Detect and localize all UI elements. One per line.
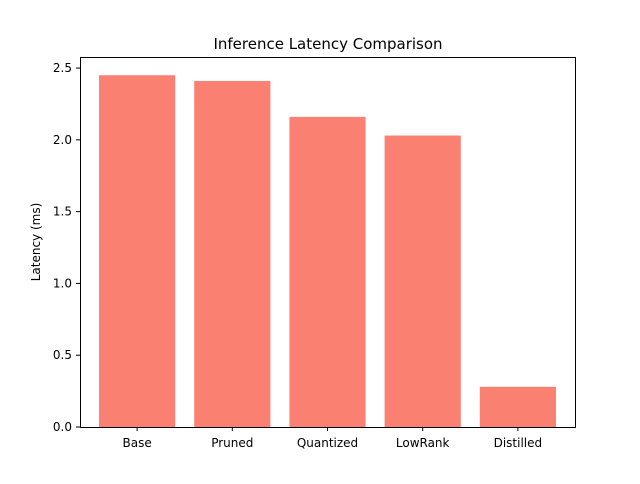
bar-pruned — [194, 80, 271, 427]
bar-distilled — [479, 386, 556, 427]
y-axis: 0.0 0.5 1.0 1.5 2.0 2.5 — [53, 61, 80, 434]
y-axis-label: Latency (ms) — [29, 203, 43, 282]
x-tick-label: Base — [122, 436, 151, 450]
x-tick-label: Pruned — [211, 436, 253, 450]
x-tick-label: Distilled — [494, 436, 543, 450]
bar-base — [99, 75, 176, 428]
x-tick-label: Quantized — [297, 436, 358, 450]
bar-lowrank — [384, 135, 461, 427]
y-tick-label: 1.5 — [53, 205, 72, 219]
y-tick-label: 0.0 — [53, 420, 72, 434]
x-tick-label: LowRank — [396, 436, 450, 450]
y-tick-label: 2.0 — [53, 133, 72, 147]
bars-layer — [99, 75, 556, 428]
chart-title: Inference Latency Comparison — [213, 35, 442, 53]
bar-quantized — [289, 116, 366, 427]
y-tick-label: 0.5 — [53, 348, 72, 362]
x-axis: Base Pruned Quantized LowRank Distilled — [122, 427, 542, 450]
y-tick-label: 1.0 — [53, 276, 72, 290]
y-tick-label: 2.5 — [53, 61, 72, 75]
